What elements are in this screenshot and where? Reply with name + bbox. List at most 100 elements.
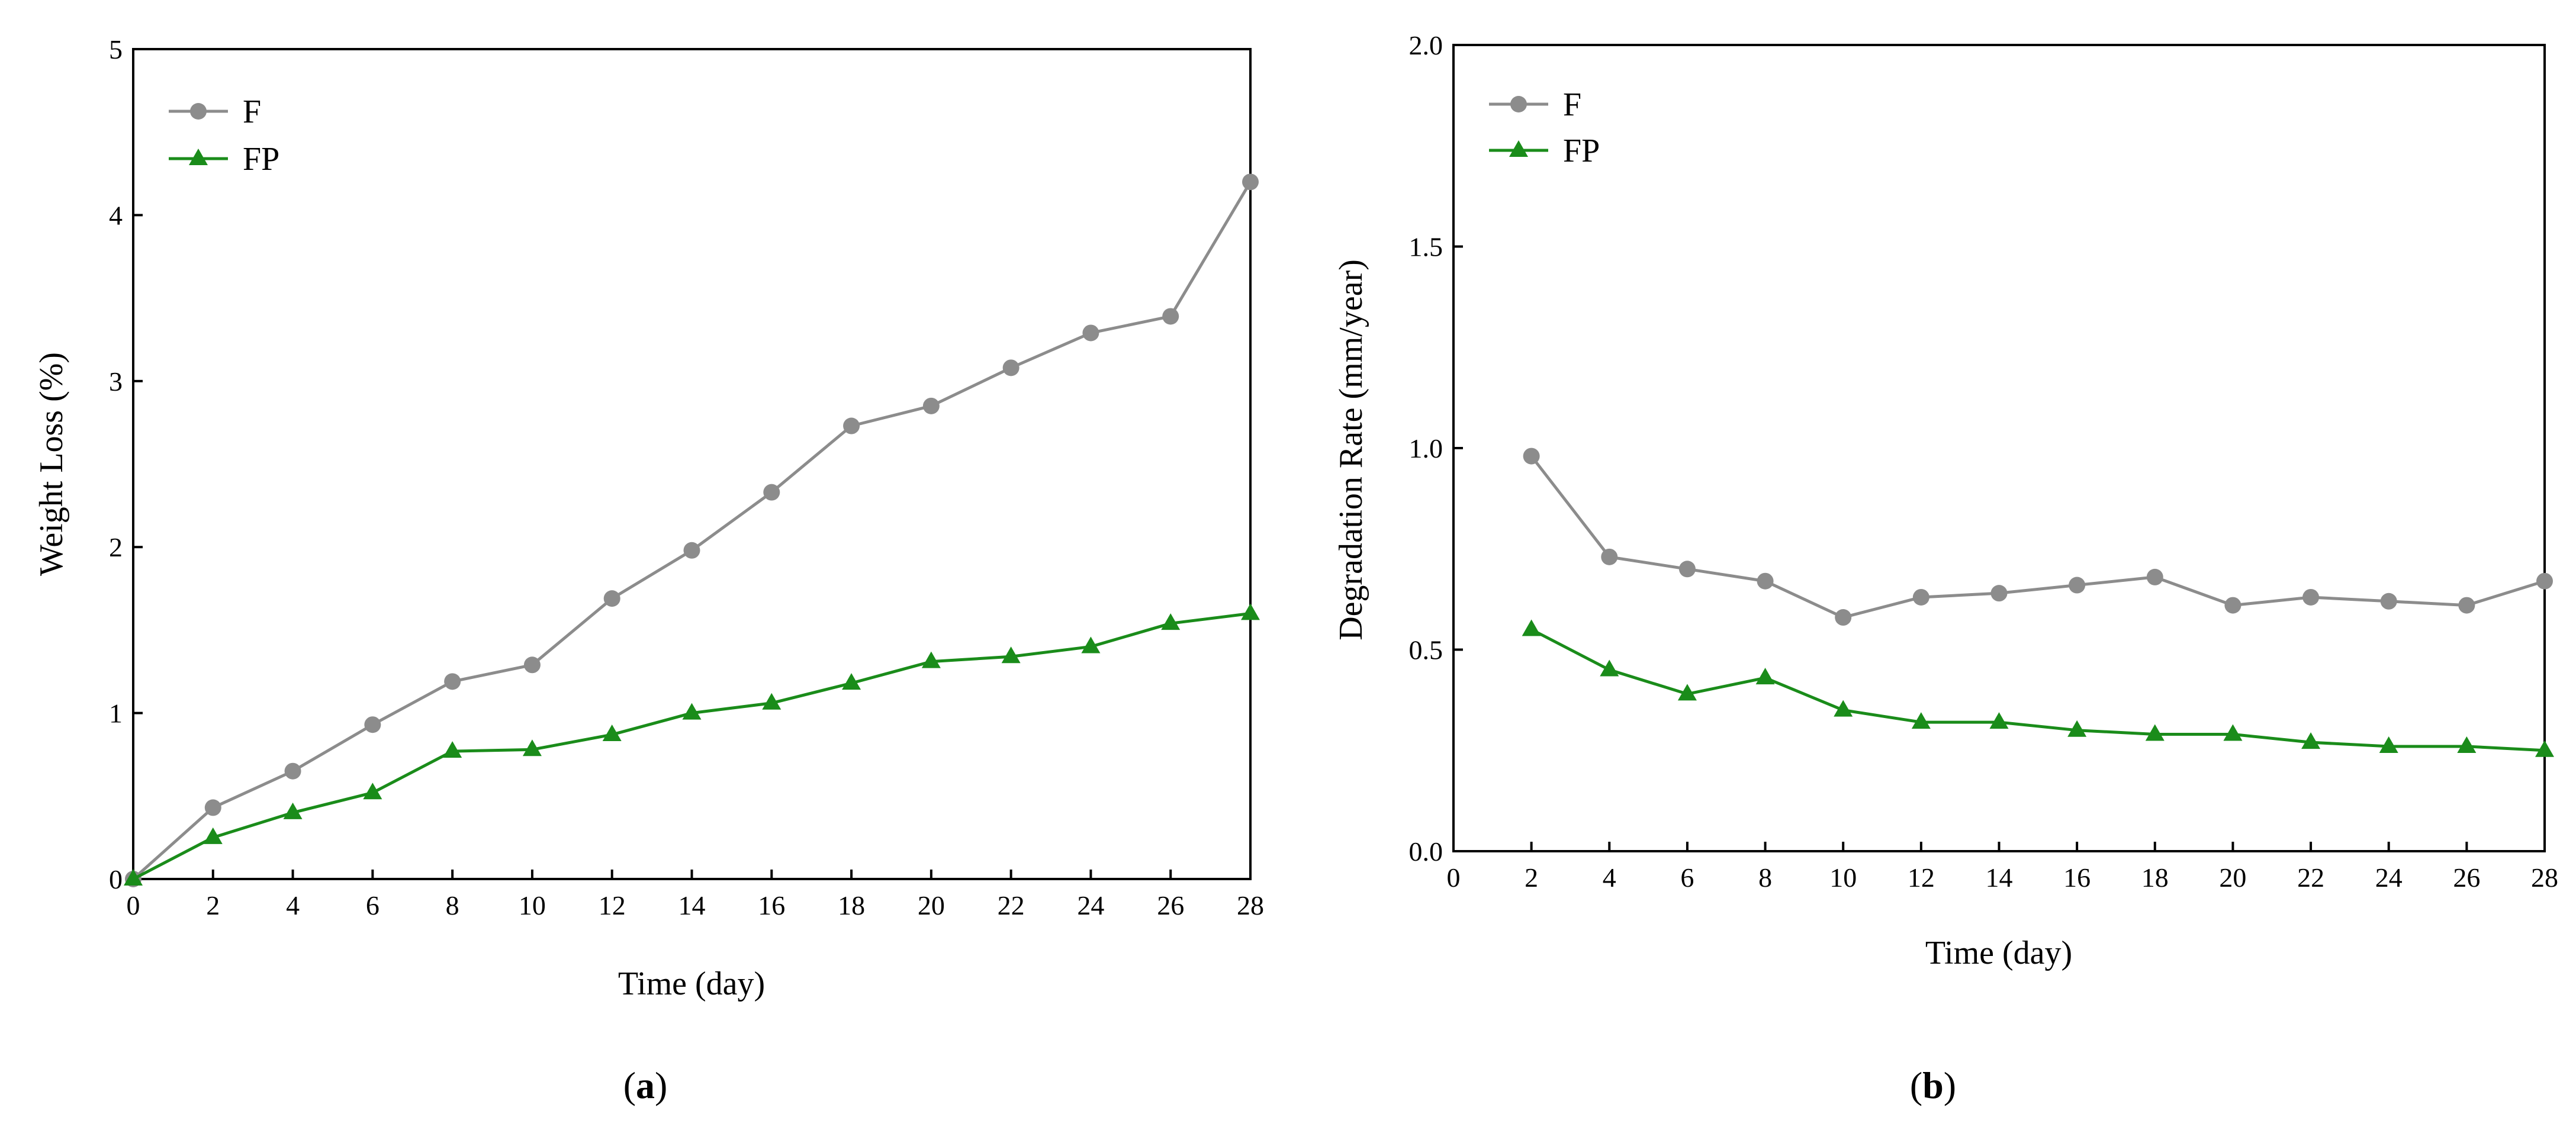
panel-b-x-tick-label: 10 xyxy=(1829,862,1857,893)
panel-b-series-f-point xyxy=(2458,597,2475,614)
panel-a-legend-fp-marker xyxy=(189,149,208,165)
panel-b-legend-fp-marker xyxy=(1509,140,1528,157)
panel-b-series-fp-point xyxy=(2301,732,2321,749)
panel-b-series-fp-point xyxy=(2457,736,2477,753)
panel-a-series xyxy=(124,173,1260,887)
panel-a-x-tick-label: 14 xyxy=(678,890,706,920)
panel-a-x-tick-label: 6 xyxy=(366,890,380,920)
panel-b-series-f-point xyxy=(1990,585,2008,602)
panel-b-y-tick-label: 1.5 xyxy=(1409,232,1443,262)
panel-b-x-axis-title: Time (day) xyxy=(1925,935,2072,971)
panel-a-series-fp-point xyxy=(283,802,303,819)
panel-b-x-tick-label: 12 xyxy=(1908,862,1935,893)
panel-b-series-fp-point xyxy=(2145,724,2165,741)
panel-a-series-f-point xyxy=(763,484,780,501)
panel-b-series-f-point xyxy=(1757,572,1774,590)
panel-b-series-fp-line xyxy=(1530,628,2545,752)
panel-b-series-fp-point xyxy=(1522,619,1541,636)
panel-b-y-tick-label: 2.0 xyxy=(1409,30,1443,60)
panel-a-y-tick-label: 1 xyxy=(109,698,123,729)
panel-b-series-fp-point xyxy=(1677,684,1697,701)
panel-b-series-f-point xyxy=(2069,577,2086,594)
panel-a-x-tick-label: 12 xyxy=(599,890,626,920)
panel-b-series-fp-point xyxy=(2379,736,2398,753)
panel-a-series-f-point xyxy=(1242,173,1259,191)
panel-a-x-tick-label: 4 xyxy=(286,890,300,920)
panel-b-series-f-point xyxy=(2146,568,2163,585)
panel-b-series-fp-point xyxy=(2067,720,2087,737)
panel-a-series-fp-point xyxy=(1241,603,1260,620)
panel-a-series-fp-point xyxy=(124,869,143,886)
panel-b-x-tick-label: 28 xyxy=(2531,862,2558,893)
panel-b-series-fp-point xyxy=(1834,700,1853,717)
panel-b-y-axis-title: Degradation Rate (mm/year) xyxy=(1333,259,1369,640)
panel-b-series-fp-point xyxy=(2223,724,2243,741)
panel-b-degradation-rate: 0 2 4 6 8 10 12 14 16 18 20 22 24 26 28 0.00.51.01.52.… xyxy=(1333,30,2558,1106)
panel-b-series-fp-point xyxy=(1989,712,2009,729)
panel-a-series-f-point xyxy=(603,590,620,607)
panel-a-series-fp-point xyxy=(762,693,782,710)
panel-a-legend-f-marker xyxy=(190,103,207,120)
panel-b-series-fp-point xyxy=(1911,712,1931,729)
panel-a-y-tick-label: 0 xyxy=(109,864,123,894)
panel-a-series-f-point xyxy=(1082,324,1099,342)
panel-a-series-f-point xyxy=(683,542,700,559)
panel-a-series-fp-point xyxy=(682,703,702,720)
panel-b-series-fp-point xyxy=(2535,740,2554,757)
panel-a-x-tick-label: 16 xyxy=(758,890,785,920)
panel-b-series-fp-point xyxy=(1600,659,1619,677)
panel-a-x-tick-label: 28 xyxy=(1237,890,1264,920)
panel-b-series xyxy=(1522,448,2554,757)
panel-a-series-f-point xyxy=(364,716,381,733)
panel-b-series-f-point xyxy=(2380,593,2397,610)
panel-b-x-ticks: 0 2 4 6 8 10 12 14 16 18 20 22 24 26 28 xyxy=(1447,842,2558,893)
panel-a-x-ticks: 0 2 4 6 8 10 12 14 16 18 20 22 24 26 28 xyxy=(127,870,1264,920)
panel-a-series-f-point xyxy=(284,762,301,780)
panel-b-series-f-point xyxy=(2302,588,2320,606)
panel-a-series-f-point xyxy=(523,656,541,674)
panel-b-y-tick-label: 1.0 xyxy=(1409,433,1443,463)
panel-b-y-ticks: 0.0 0.5 1.0 1.5 2.0 xyxy=(1409,30,1463,867)
panel-a-series-fp-point xyxy=(203,827,223,844)
panel-a-legend-fp-label: FP xyxy=(243,141,279,178)
panel-a-series-f-point xyxy=(204,799,221,816)
panel-a-series-f-point xyxy=(444,673,461,690)
panel-b-series-fp-point xyxy=(1755,668,1775,685)
panel-a-series-fp-point xyxy=(522,739,542,756)
panel-a-series-f-point xyxy=(843,417,860,434)
panel-a-x-tick-label: 0 xyxy=(127,890,140,920)
panel-a-legend: F FP xyxy=(169,94,279,178)
panel-b-legend-fp-label: FP xyxy=(1563,133,1600,169)
panel-b-x-tick-label: 16 xyxy=(2063,862,2091,893)
panel-b-series-f-point xyxy=(2536,572,2553,590)
panel-a-x-tick-label: 18 xyxy=(838,890,865,920)
panel-a-x-axis-title: Time (day) xyxy=(618,965,765,1002)
panel-a-plot-frame xyxy=(132,48,1252,880)
panel-b-x-tick-label: 14 xyxy=(1986,862,2013,893)
panel-b-x-tick-label: 4 xyxy=(1603,862,1616,893)
panel-a-series-f-point xyxy=(1002,359,1020,376)
panel-a-legend-f-label: F xyxy=(243,94,261,130)
panel-b-x-tick-label: 20 xyxy=(2219,862,2246,893)
panel-b-series-f-point xyxy=(1678,561,1696,578)
panel-b-legend-f-label: F xyxy=(1563,86,1581,123)
panel-a-y-ticks: 0 1 2 3 4 5 xyxy=(109,34,143,894)
panel-a-y-tick-label: 2 xyxy=(109,532,123,562)
panel-a-series-f-line xyxy=(132,181,1252,880)
panel-a-y-axis-title: Weight Loss (%) xyxy=(33,352,70,576)
panel-a-x-tick-label: 2 xyxy=(206,890,220,920)
panel-a-y-tick-label: 5 xyxy=(109,34,123,65)
panel-b-x-tick-label: 26 xyxy=(2453,862,2480,893)
panel-a-x-tick-label: 24 xyxy=(1077,890,1104,920)
panel-a-series-fp-point xyxy=(842,673,861,690)
panel-b-plot-frame xyxy=(1452,44,2546,852)
panel-b-x-tick-label: 24 xyxy=(2375,862,2403,893)
panel-b-series-f-point xyxy=(1912,588,1929,606)
panel-a-y-tick-label: 3 xyxy=(109,366,123,397)
panel-b-x-tick-label: 2 xyxy=(1525,862,1538,893)
panel-b-caption: (b) xyxy=(1910,1064,1956,1106)
panel-a-series-fp-point xyxy=(443,741,462,758)
panel-b-legend: F FP xyxy=(1489,86,1600,169)
panel-a-caption: (a) xyxy=(623,1064,668,1106)
panel-b-series-f-point xyxy=(1601,548,1618,565)
